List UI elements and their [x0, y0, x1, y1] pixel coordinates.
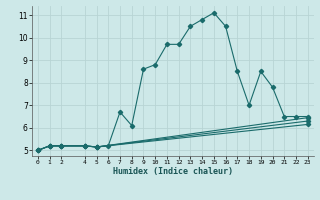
- X-axis label: Humidex (Indice chaleur): Humidex (Indice chaleur): [113, 167, 233, 176]
